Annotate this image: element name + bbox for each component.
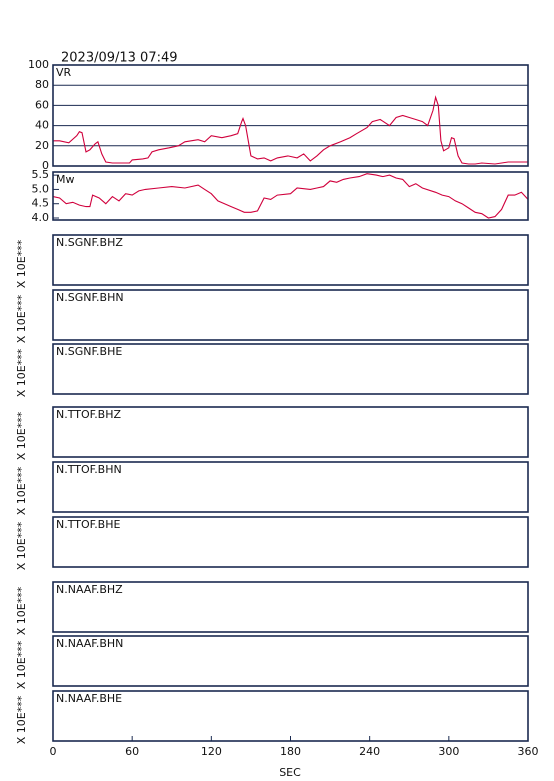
- trace-scale: X 10E***: [15, 348, 28, 397]
- trace-label: N.NAAF.BHE: [56, 692, 122, 705]
- y-tick-label: 100: [28, 58, 49, 71]
- trace-frame: [52, 635, 529, 687]
- x-tick-label: 300: [438, 745, 459, 758]
- trace-frame: [52, 343, 529, 395]
- y-tick-label: 5.5: [32, 168, 50, 181]
- trace-label: N.TTOF.BHN: [56, 463, 122, 476]
- x-tick-label: 360: [518, 745, 539, 758]
- x-axis-label: SEC: [279, 766, 301, 779]
- panel-title: Mw: [56, 173, 75, 186]
- y-tick-label: 20: [35, 139, 49, 152]
- trace-scale: X 10E***: [15, 586, 28, 635]
- trace-scale: X 10E***: [15, 411, 28, 460]
- x-tick-label: 120: [201, 745, 222, 758]
- trace-scale: X 10E***: [15, 466, 28, 515]
- panel-title: VR: [56, 66, 72, 79]
- trace-frame: [52, 461, 529, 513]
- x-tick-label: 60: [125, 745, 139, 758]
- trace-scale: X 10E***: [15, 294, 28, 343]
- timestamp: 2023/09/13 07:49: [61, 51, 178, 66]
- y-tick-label: 4.5: [32, 197, 50, 210]
- trace-frame: [52, 234, 529, 286]
- y-tick-label: 5.0: [32, 182, 50, 195]
- trace-scale: X 10E***: [15, 239, 28, 288]
- trace-label: N.SGNF.BHZ: [56, 236, 123, 249]
- x-tick-label: 240: [359, 745, 380, 758]
- trace-label: N.TTOF.BHZ: [56, 408, 122, 421]
- trace-frame: [52, 690, 529, 742]
- trace-frame: [52, 289, 529, 341]
- x-tick-label: 180: [280, 745, 301, 758]
- trace-frame: [52, 406, 529, 458]
- y-tick-label: 4.0: [32, 211, 50, 224]
- data-line: [53, 95, 528, 165]
- trace-scale: X 10E***: [15, 640, 28, 689]
- trace-label: N.NAAF.BHZ: [56, 583, 123, 596]
- y-tick-label: 40: [35, 119, 49, 132]
- trace-frame: [52, 516, 529, 568]
- y-tick-label: 60: [35, 98, 49, 111]
- panel-frame: [52, 64, 529, 167]
- x-tick-label: 0: [50, 745, 57, 758]
- y-tick-label: 0: [42, 159, 49, 172]
- data-line: [52, 173, 529, 219]
- trace-label: N.NAAF.BHN: [56, 637, 123, 650]
- trace-frame: [52, 581, 529, 633]
- y-tick-label: 80: [35, 78, 49, 91]
- trace-label: N.SGNF.BHN: [56, 291, 124, 304]
- trace-scale: X 10E***: [15, 521, 28, 570]
- trace-label: N.SGNF.BHE: [56, 345, 122, 358]
- trace-label: N.TTOF.BHE: [56, 518, 121, 531]
- panel-frame: [52, 171, 529, 221]
- trace-scale: X 10E***: [15, 695, 28, 744]
